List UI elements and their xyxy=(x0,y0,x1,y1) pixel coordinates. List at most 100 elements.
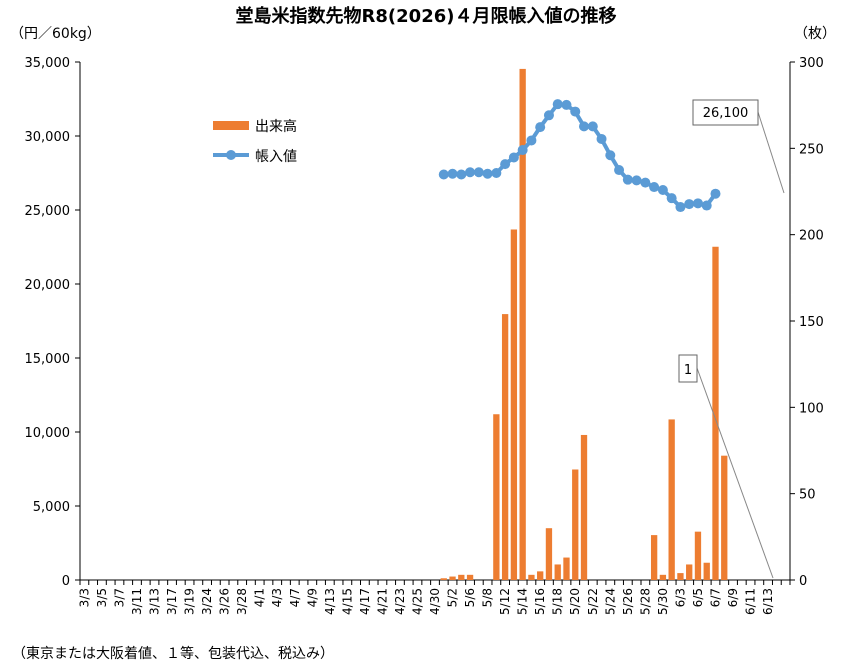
x-tick-label: 6/13 xyxy=(761,588,775,615)
y-left-tick-label: 30,000 xyxy=(25,130,71,145)
x-tick-label: 3/11 xyxy=(130,588,144,615)
volume-bar xyxy=(686,564,693,580)
volume-bar xyxy=(703,562,710,580)
price-point xyxy=(692,198,703,209)
price-point xyxy=(631,175,642,186)
volume-bar xyxy=(537,571,544,580)
y-left-tick-label: 35,000 xyxy=(25,56,71,71)
x-tick-label: 5/24 xyxy=(603,588,617,615)
chart-axes xyxy=(75,61,795,585)
x-tick-label: 5/26 xyxy=(621,588,635,615)
x-tick-label: 3/26 xyxy=(218,588,232,615)
price-point xyxy=(666,193,677,204)
price-point xyxy=(473,167,484,178)
legend-swatch-price-marker xyxy=(226,150,236,160)
x-tick-label: 5/30 xyxy=(656,588,670,615)
volume-bar xyxy=(519,68,526,580)
volume-bars xyxy=(440,68,728,580)
price-point xyxy=(543,110,554,121)
price-point xyxy=(561,99,572,110)
price-point xyxy=(622,174,633,185)
volume-bar xyxy=(493,414,500,580)
volume-bar xyxy=(440,578,447,580)
x-tick-label: 3/3 xyxy=(77,588,91,607)
y-left-tick-label: 10,000 xyxy=(25,426,71,441)
x-tick-label: 4/23 xyxy=(393,588,407,615)
footnote: （東京または大阪着値、１等、包装代込、税込み） xyxy=(12,645,334,662)
volume-bar xyxy=(668,419,675,580)
x-tick-label: 3/28 xyxy=(235,588,249,615)
price-point xyxy=(649,182,660,193)
x-tick-label: 5/14 xyxy=(516,588,530,615)
x-tick-label: 5/22 xyxy=(586,588,600,615)
callout-leader-volume xyxy=(696,367,774,579)
price-point xyxy=(517,145,528,156)
volume-bar xyxy=(554,564,561,580)
callout-last-price: 26,100 xyxy=(692,99,785,194)
y-right-tick-label: 0 xyxy=(799,574,807,589)
price-point xyxy=(508,152,519,163)
callout-box-volume xyxy=(678,354,698,383)
y-left-tick-label: 0 xyxy=(62,574,70,589)
callout-text-price: 26,100 xyxy=(703,106,749,121)
price-point xyxy=(614,165,625,176)
y-right-tick-label: 100 xyxy=(799,401,824,416)
volume-bar xyxy=(458,574,465,580)
x-tick-label: 4/30 xyxy=(428,588,442,615)
volume-bar xyxy=(563,557,570,580)
price-point xyxy=(526,135,537,146)
volume-bar xyxy=(572,469,579,580)
price-point xyxy=(447,168,458,179)
price-point xyxy=(491,168,502,178)
volume-bar xyxy=(677,573,684,580)
volume-bar xyxy=(712,246,719,580)
volume-bar xyxy=(466,574,474,580)
x-tick-label: 4/13 xyxy=(323,588,337,615)
price-point xyxy=(587,121,598,132)
x-tick-label: 6/7 xyxy=(708,588,722,607)
price-point xyxy=(675,202,686,213)
callout-last-volume: 1 xyxy=(678,354,774,579)
legend-swatch-volume xyxy=(213,121,249,130)
x-tick-label: 4/25 xyxy=(410,588,424,615)
callout-leader-price xyxy=(757,111,785,194)
y-right-tick-label: 150 xyxy=(799,315,824,330)
y-left-tick-label: 5,000 xyxy=(33,500,70,515)
callout-box-price xyxy=(692,99,759,126)
price-point xyxy=(701,200,712,211)
x-tick-label: 3/7 xyxy=(112,588,126,607)
price-point xyxy=(640,177,651,188)
price-point xyxy=(579,121,590,132)
x-tick-label: 3/17 xyxy=(165,588,179,615)
x-tick-label: 6/9 xyxy=(726,588,740,607)
price-line xyxy=(438,99,721,213)
y-left-tick-label: 15,000 xyxy=(25,352,71,367)
y-left-tick-label: 20,000 xyxy=(25,278,71,293)
x-tick-label: 6/5 xyxy=(691,588,705,607)
y-left-unit-label: （円／60kg） xyxy=(10,26,101,42)
price-point xyxy=(535,122,546,133)
x-tick-label: 3/5 xyxy=(95,588,109,607)
x-tick-label: 4/3 xyxy=(270,588,284,607)
x-tick-label: 4/15 xyxy=(340,588,354,615)
y-right-tick-label: 250 xyxy=(799,142,824,157)
x-tick-label: 4/21 xyxy=(375,588,389,615)
price-point xyxy=(605,150,616,161)
volume-bar xyxy=(580,434,588,580)
x-tick-label: 5/2 xyxy=(446,588,460,607)
y-right-unit-label: （枚） xyxy=(794,26,836,42)
chart-title: 堂島米指数先物R8(2026)４月限帳入値の推移 xyxy=(236,5,617,27)
x-tick-label: 6/3 xyxy=(673,588,687,607)
x-tick-label: 5/12 xyxy=(498,588,512,615)
volume-bar xyxy=(721,455,728,580)
x-tick-label: 4/17 xyxy=(358,588,372,615)
volume-bar xyxy=(501,314,509,580)
price-point xyxy=(456,169,467,180)
volume-bar xyxy=(545,528,553,580)
x-tick-label: 4/9 xyxy=(305,588,319,607)
y-left-tick-label: 25,000 xyxy=(25,204,71,219)
y-right-tick-label: 300 xyxy=(799,56,824,71)
x-tick-label: 5/18 xyxy=(551,588,565,615)
x-tick-label: 5/28 xyxy=(638,588,652,615)
volume-bar xyxy=(528,574,535,580)
